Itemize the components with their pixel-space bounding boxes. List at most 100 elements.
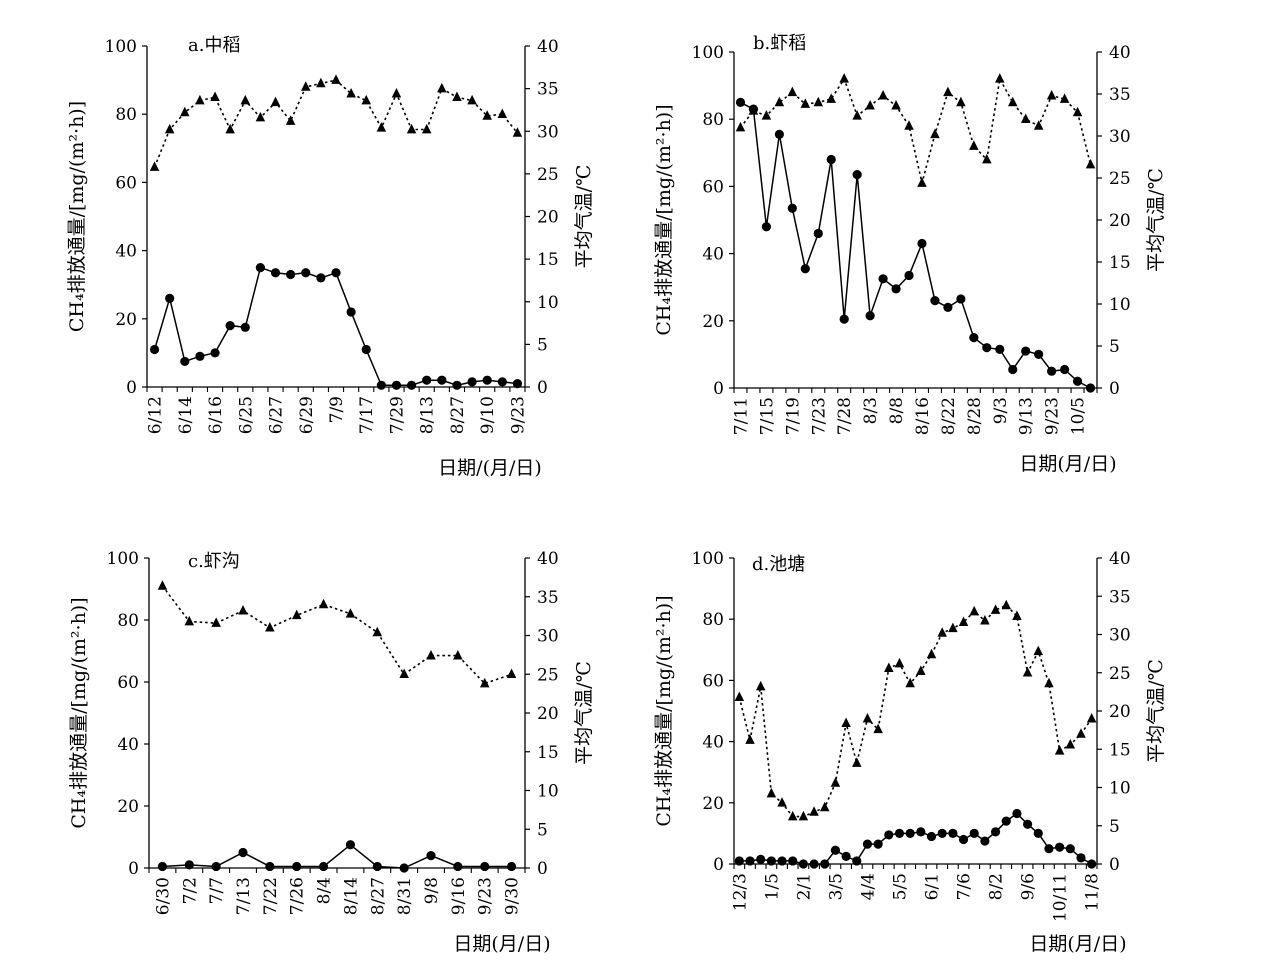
temperature-point bbox=[291, 609, 302, 620]
x-tick-label: 9/8 bbox=[422, 877, 442, 904]
x-tick-label: 8/8 bbox=[887, 397, 907, 424]
ch4-flux-point bbox=[1012, 808, 1022, 819]
y-tick-label-right: 10 bbox=[537, 293, 559, 313]
ch4-flux-line bbox=[740, 101, 1091, 389]
y-tick-label-right: 20 bbox=[1109, 211, 1131, 231]
temperature-point bbox=[745, 734, 755, 744]
y-tick-label-right: 40 bbox=[537, 37, 559, 57]
ch4-flux-point bbox=[809, 859, 819, 869]
temperature-point bbox=[943, 86, 953, 97]
x-tick-label: 7/22 bbox=[261, 877, 281, 915]
ch4-flux-point bbox=[195, 351, 205, 361]
ch4-flux-point bbox=[497, 377, 507, 387]
temperature-point bbox=[787, 810, 798, 821]
x-tick-label: 7/15 bbox=[757, 397, 777, 435]
ch4-flux-point bbox=[916, 827, 926, 837]
temperature-point bbox=[426, 649, 436, 660]
temperature-point bbox=[240, 94, 251, 105]
temperature-point bbox=[917, 177, 927, 187]
temperature-point bbox=[852, 110, 862, 120]
ch4-flux-point bbox=[1033, 828, 1043, 839]
x-tick-label: 7/17 bbox=[357, 396, 377, 434]
ch4-flux-point bbox=[372, 861, 382, 872]
y-axis-title-left: CH₄排放通量/[mg/(m²·h)] bbox=[653, 104, 675, 335]
temperature-point bbox=[916, 665, 926, 676]
ch4-flux-point bbox=[878, 274, 888, 284]
y-tick-label-left: 60 bbox=[702, 177, 724, 197]
y-tick-label-left: 40 bbox=[702, 733, 724, 753]
ch4-flux-point bbox=[982, 343, 992, 353]
y-tick-label-left: 0 bbox=[128, 859, 139, 879]
y-tick-label-right: 10 bbox=[1109, 779, 1131, 799]
temperature-point bbox=[1072, 106, 1083, 117]
x-tick-label: 8/3 bbox=[861, 397, 881, 424]
temperature-line bbox=[739, 76, 1092, 184]
ch4-flux-point bbox=[995, 344, 1005, 354]
ch4-flux-point bbox=[990, 827, 1001, 837]
y-tick-label-right: 35 bbox=[537, 588, 559, 608]
temperature-point bbox=[1001, 599, 1011, 610]
temperature-point bbox=[318, 598, 329, 609]
temperature-point bbox=[813, 96, 824, 107]
x-tick-label: 6/1 bbox=[923, 873, 943, 900]
temperature-point bbox=[399, 668, 409, 679]
temperature-point bbox=[497, 108, 508, 118]
panel-c: 0 20 40 60 80 100 0 5 10 15 20 25 30 35 40 6/30 7/2 7/7 7/… bbox=[68, 549, 595, 955]
temperature-point bbox=[969, 605, 979, 616]
ch4-flux-point bbox=[1055, 842, 1065, 852]
y-tick-label-left: 40 bbox=[117, 735, 139, 755]
ch4-flux-point bbox=[943, 302, 953, 312]
temperature-point bbox=[361, 94, 371, 105]
y-tick-label-left: 100 bbox=[692, 43, 724, 63]
ch4-flux-point bbox=[452, 380, 462, 390]
x-axis-title: 日期/(月/日) bbox=[438, 457, 542, 479]
temperature-point bbox=[1012, 610, 1022, 620]
temperature-point bbox=[809, 806, 819, 816]
ch4-flux-point bbox=[286, 269, 296, 280]
temperature-point bbox=[734, 691, 745, 702]
ch4-flux-point bbox=[211, 861, 221, 872]
ch4-flux-point bbox=[225, 321, 235, 331]
y-tick-label-left: 0 bbox=[126, 378, 137, 398]
ch4-flux-point bbox=[270, 268, 281, 278]
x-tick-label: 6/14 bbox=[176, 396, 196, 434]
ch4-flux-point bbox=[407, 380, 417, 390]
temperature-point bbox=[512, 127, 523, 137]
y-tick-label-right: 15 bbox=[537, 250, 559, 270]
ch4-flux-point bbox=[930, 296, 940, 306]
ch4-flux-line bbox=[162, 843, 512, 869]
y-tick-label-left: 100 bbox=[105, 37, 137, 57]
ch4-flux-point bbox=[826, 154, 836, 165]
y-tick-label-right: 40 bbox=[1109, 43, 1131, 63]
temperature-point bbox=[904, 120, 914, 130]
y-tick-label-right: 25 bbox=[1109, 169, 1131, 189]
ch4-flux-point bbox=[841, 851, 851, 861]
temperature-point bbox=[1076, 728, 1086, 738]
y-tick-label-right: 30 bbox=[537, 627, 559, 647]
x-tick-label: 8/2 bbox=[987, 873, 1007, 900]
ch4-flux-point bbox=[891, 284, 901, 294]
y-tick-label-left: 80 bbox=[702, 110, 724, 130]
ch4-flux-point bbox=[480, 861, 490, 872]
y-tick-label-left: 100 bbox=[107, 549, 139, 569]
ch4-flux-point bbox=[1085, 383, 1096, 393]
ch4-flux-point bbox=[800, 264, 810, 274]
temperature-point bbox=[841, 717, 851, 728]
x-tick-label: 4/4 bbox=[858, 873, 878, 900]
y-tick-label-left: 80 bbox=[115, 105, 137, 125]
y-tick-label-right: 25 bbox=[537, 665, 559, 685]
temperature-point bbox=[798, 810, 809, 821]
temperature-point bbox=[839, 73, 849, 83]
ch4-flux-point bbox=[873, 839, 883, 849]
x-tick-label: 3/5 bbox=[826, 873, 846, 900]
x-tick-label: 6/12 bbox=[146, 396, 166, 434]
temperature-point bbox=[995, 73, 1005, 83]
x-tick-label: 7/23 bbox=[809, 397, 829, 435]
ch4-flux-point bbox=[852, 856, 862, 866]
temperature-point bbox=[905, 677, 915, 688]
x-tick-label: 7/11 bbox=[731, 397, 751, 435]
x-tick-label: 10/5 bbox=[1069, 397, 1089, 435]
x-axis-title: 日期(月/日) bbox=[1029, 933, 1126, 955]
ch4-flux-point bbox=[210, 348, 220, 358]
